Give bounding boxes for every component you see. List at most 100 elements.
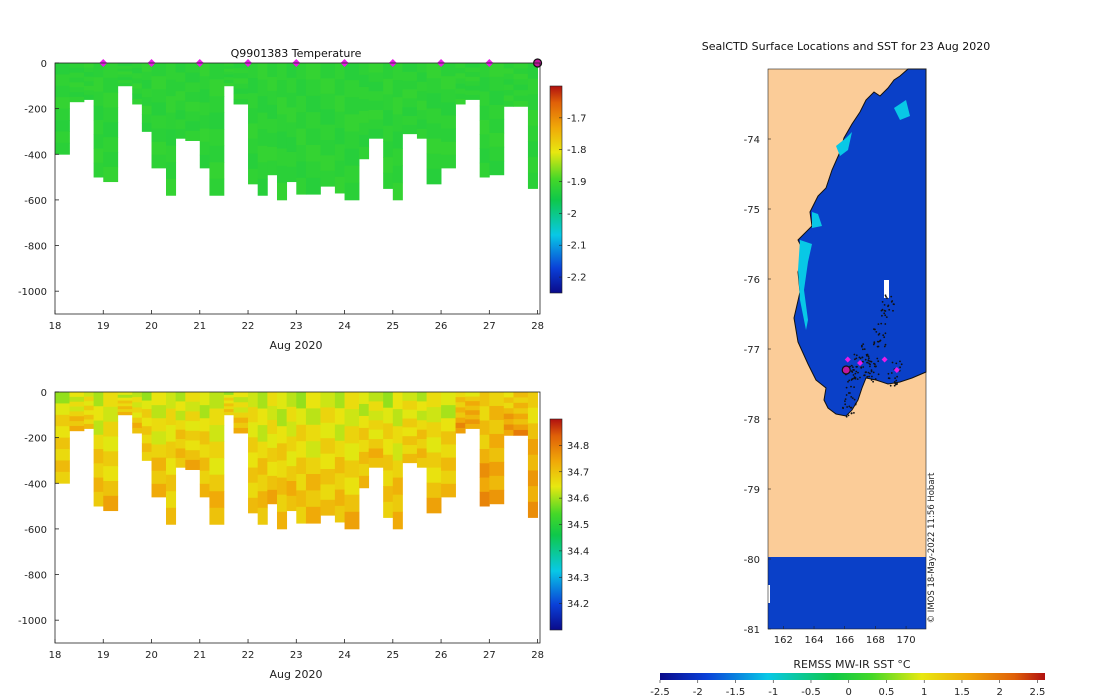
section-cell bbox=[93, 105, 104, 121]
section-cell bbox=[441, 102, 456, 116]
section-cell bbox=[489, 489, 505, 505]
section-cell bbox=[392, 426, 403, 444]
section-cell bbox=[93, 91, 104, 107]
ctd-location-dot bbox=[899, 360, 901, 363]
ctd-location-dot bbox=[855, 354, 858, 357]
section-cell bbox=[465, 67, 481, 73]
section-cell bbox=[455, 83, 466, 90]
section-cell bbox=[103, 421, 119, 437]
section-cell bbox=[166, 63, 177, 80]
map-y-tick-label: -79 bbox=[744, 485, 760, 496]
section-cell bbox=[83, 401, 95, 407]
x-tick-label: 19 bbox=[97, 321, 110, 332]
section-cell bbox=[185, 63, 201, 74]
section-cell bbox=[503, 79, 514, 86]
ctd-location-dot bbox=[874, 363, 876, 366]
section-cell bbox=[267, 118, 278, 134]
ctd-location-dot bbox=[884, 314, 887, 317]
section-cell bbox=[368, 81, 384, 92]
section-cell bbox=[344, 426, 360, 444]
section-cell bbox=[248, 93, 259, 109]
section-cell bbox=[233, 73, 249, 79]
section-cell bbox=[185, 421, 201, 432]
section-cell bbox=[513, 79, 529, 86]
section-cell bbox=[175, 392, 186, 402]
section-cell bbox=[441, 418, 456, 432]
section-cell bbox=[209, 458, 225, 476]
section-cell bbox=[383, 392, 394, 409]
section-cell bbox=[305, 63, 321, 80]
section-cell bbox=[402, 124, 418, 135]
section-cell bbox=[344, 131, 360, 149]
section-cell bbox=[83, 419, 95, 425]
section-cell bbox=[93, 148, 104, 164]
section-cell bbox=[305, 408, 321, 426]
section-cell bbox=[223, 400, 234, 404]
section-cell bbox=[132, 83, 143, 90]
section-cell bbox=[334, 95, 345, 113]
section-cell bbox=[527, 392, 538, 409]
section-cell bbox=[441, 76, 456, 90]
ctd-location-dot bbox=[867, 355, 870, 358]
section-cell bbox=[416, 420, 427, 431]
section-cell bbox=[248, 108, 259, 124]
section-cell bbox=[479, 406, 490, 421]
section-cell bbox=[276, 63, 288, 81]
coastal-cyan-band-4 bbox=[894, 100, 910, 120]
section-cell bbox=[151, 115, 167, 129]
ctd-surface-marker bbox=[857, 360, 864, 366]
section-cell bbox=[141, 409, 152, 419]
section-cell bbox=[305, 79, 321, 97]
section-cell bbox=[199, 154, 210, 169]
section-cell bbox=[479, 120, 490, 135]
section-cell bbox=[392, 63, 403, 81]
section-cell bbox=[441, 141, 456, 156]
section-cell bbox=[175, 448, 186, 459]
section-cell bbox=[513, 424, 529, 431]
section-cell bbox=[267, 76, 278, 92]
map-x-tick-label: 164 bbox=[804, 635, 823, 646]
section-cell bbox=[185, 392, 201, 403]
section-cell bbox=[441, 63, 456, 77]
ctd-location-dot bbox=[845, 394, 848, 396]
section-cell bbox=[305, 506, 321, 524]
section-cell bbox=[199, 392, 210, 406]
ctd-location-dot bbox=[844, 400, 846, 402]
section-cell bbox=[141, 400, 152, 410]
ctd-location-dot bbox=[842, 406, 844, 409]
section-cell bbox=[416, 100, 427, 111]
section-cell bbox=[334, 111, 345, 129]
ctd-location-dot bbox=[880, 322, 883, 325]
section-cell bbox=[117, 77, 133, 81]
sst-map-x-ticks: 162 164 166 168 170 bbox=[774, 626, 916, 646]
section-cell bbox=[455, 397, 466, 403]
section-cell bbox=[83, 94, 95, 100]
section-cell bbox=[233, 98, 249, 105]
ctd-location-dot bbox=[855, 357, 858, 360]
section-cell bbox=[286, 92, 297, 108]
section-cell bbox=[489, 160, 505, 176]
ctd-location-dot bbox=[879, 339, 882, 342]
colorbar-tick-label: -1.7 bbox=[567, 113, 587, 124]
section-cell bbox=[175, 401, 186, 412]
section-cell bbox=[55, 471, 70, 484]
section-cell bbox=[223, 71, 234, 75]
section-cell bbox=[426, 138, 442, 155]
section-cell bbox=[368, 392, 384, 402]
section-cell bbox=[141, 434, 152, 444]
section-cell bbox=[276, 494, 288, 513]
section-cell bbox=[257, 392, 268, 409]
section-cell bbox=[344, 494, 360, 513]
section-cell bbox=[334, 505, 345, 523]
section-cell bbox=[223, 74, 234, 78]
section-cell bbox=[276, 148, 288, 167]
section-cell bbox=[257, 441, 268, 459]
section-cell bbox=[166, 112, 177, 130]
section-cell bbox=[513, 413, 529, 420]
ctd-location-dot bbox=[865, 353, 868, 356]
section-cell bbox=[527, 110, 538, 127]
map-y-tick-label: -76 bbox=[744, 275, 760, 286]
section-cell bbox=[83, 81, 95, 87]
section-cell bbox=[392, 409, 403, 427]
section-cell bbox=[402, 418, 418, 428]
